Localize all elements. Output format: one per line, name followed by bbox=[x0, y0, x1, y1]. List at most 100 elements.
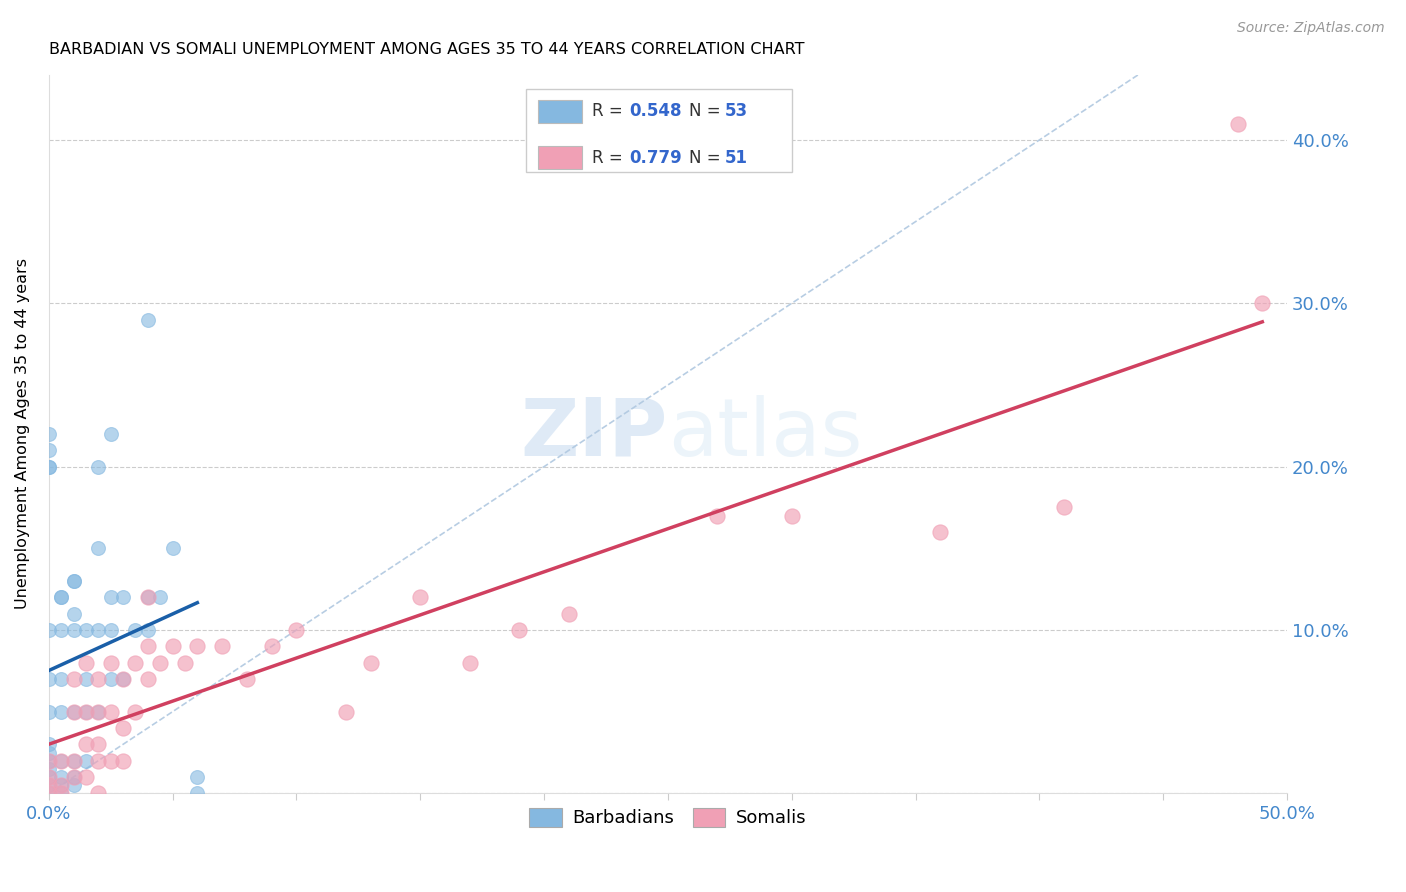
Point bbox=[558, 607, 581, 621]
Point bbox=[38, 459, 60, 474]
Point bbox=[62, 672, 84, 686]
Point bbox=[87, 705, 110, 719]
Point bbox=[706, 508, 728, 523]
Point bbox=[124, 656, 146, 670]
Text: N =: N = bbox=[689, 149, 725, 167]
Point bbox=[75, 754, 97, 768]
Point bbox=[780, 508, 803, 523]
Point bbox=[49, 705, 72, 719]
Point bbox=[100, 754, 122, 768]
Point bbox=[1053, 500, 1076, 515]
Point bbox=[75, 737, 97, 751]
Point bbox=[87, 459, 110, 474]
Point bbox=[100, 672, 122, 686]
Point bbox=[186, 640, 208, 654]
FancyBboxPatch shape bbox=[526, 89, 792, 171]
Point bbox=[38, 672, 60, 686]
Point bbox=[124, 623, 146, 637]
Point bbox=[112, 672, 135, 686]
Point bbox=[162, 640, 184, 654]
Point bbox=[236, 672, 259, 686]
Point bbox=[136, 312, 159, 326]
Point bbox=[285, 623, 308, 637]
Point bbox=[75, 705, 97, 719]
Point bbox=[38, 443, 60, 458]
Point bbox=[260, 640, 283, 654]
Point bbox=[38, 786, 60, 800]
Point bbox=[136, 623, 159, 637]
Point bbox=[136, 591, 159, 605]
Point bbox=[211, 640, 233, 654]
Point bbox=[508, 623, 530, 637]
FancyBboxPatch shape bbox=[538, 146, 582, 169]
Point bbox=[75, 656, 97, 670]
Point bbox=[112, 591, 135, 605]
Point bbox=[38, 778, 60, 792]
Point bbox=[38, 705, 60, 719]
Point bbox=[162, 541, 184, 556]
Point bbox=[75, 623, 97, 637]
Point bbox=[87, 705, 110, 719]
Point bbox=[62, 574, 84, 588]
Text: atlas: atlas bbox=[668, 395, 862, 473]
Point bbox=[87, 672, 110, 686]
Point bbox=[49, 778, 72, 792]
Text: 51: 51 bbox=[725, 149, 748, 167]
Point bbox=[62, 623, 84, 637]
Point bbox=[38, 427, 60, 442]
Point bbox=[62, 770, 84, 784]
Text: 0.548: 0.548 bbox=[630, 103, 682, 120]
Point bbox=[100, 591, 122, 605]
Point bbox=[112, 721, 135, 735]
Point bbox=[929, 524, 952, 539]
Text: ZIP: ZIP bbox=[520, 395, 668, 473]
Point bbox=[87, 754, 110, 768]
Point bbox=[62, 754, 84, 768]
Point bbox=[100, 427, 122, 442]
Point bbox=[75, 770, 97, 784]
Point bbox=[38, 770, 60, 784]
Point bbox=[38, 786, 60, 800]
Point bbox=[75, 672, 97, 686]
Point bbox=[38, 623, 60, 637]
Point bbox=[49, 672, 72, 686]
Text: 0.779: 0.779 bbox=[630, 149, 682, 167]
Point bbox=[62, 754, 84, 768]
Point bbox=[87, 737, 110, 751]
Point bbox=[87, 623, 110, 637]
Point bbox=[38, 459, 60, 474]
Point bbox=[38, 770, 60, 784]
Point bbox=[87, 541, 110, 556]
Point bbox=[38, 754, 60, 768]
Y-axis label: Unemployment Among Ages 35 to 44 years: Unemployment Among Ages 35 to 44 years bbox=[15, 259, 30, 609]
Point bbox=[75, 705, 97, 719]
Legend: Barbadians, Somalis: Barbadians, Somalis bbox=[522, 801, 814, 835]
Point bbox=[186, 770, 208, 784]
Point bbox=[62, 705, 84, 719]
Point bbox=[38, 737, 60, 751]
Point bbox=[174, 656, 197, 670]
Point bbox=[1251, 296, 1274, 310]
Point bbox=[49, 591, 72, 605]
Point bbox=[112, 754, 135, 768]
Point bbox=[112, 672, 135, 686]
Text: R =: R = bbox=[592, 103, 628, 120]
Point bbox=[38, 746, 60, 760]
Point bbox=[49, 786, 72, 800]
Point bbox=[49, 623, 72, 637]
Point bbox=[409, 591, 432, 605]
Point bbox=[49, 754, 72, 768]
Text: BARBADIAN VS SOMALI UNEMPLOYMENT AMONG AGES 35 TO 44 YEARS CORRELATION CHART: BARBADIAN VS SOMALI UNEMPLOYMENT AMONG A… bbox=[49, 42, 804, 57]
Point bbox=[62, 607, 84, 621]
Text: Source: ZipAtlas.com: Source: ZipAtlas.com bbox=[1237, 21, 1385, 35]
Point bbox=[49, 786, 72, 800]
Point bbox=[136, 672, 159, 686]
Point bbox=[124, 705, 146, 719]
Point bbox=[62, 778, 84, 792]
Point bbox=[49, 770, 72, 784]
Point bbox=[38, 778, 60, 792]
Point bbox=[149, 656, 172, 670]
Text: 53: 53 bbox=[725, 103, 748, 120]
Text: N =: N = bbox=[689, 103, 725, 120]
Point bbox=[458, 656, 481, 670]
